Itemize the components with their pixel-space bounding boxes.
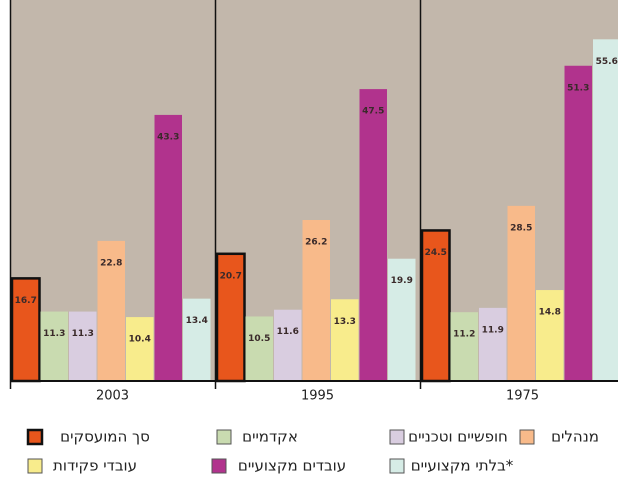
data-label: 11.3 <box>43 329 65 339</box>
bar <box>359 89 387 382</box>
legend-label: בלתי מקצועיים* <box>411 457 514 475</box>
data-label: 24.5 <box>425 248 447 258</box>
bar <box>507 205 535 381</box>
data-label: 28.5 <box>510 223 532 233</box>
x-tick-label: 1975 <box>506 389 539 404</box>
legend-swatch <box>389 429 405 445</box>
legend-label: עובדי פקידות <box>53 457 137 475</box>
bar <box>388 258 416 381</box>
data-label: 26.2 <box>305 237 327 247</box>
legend-label: מנהלים <box>551 428 599 446</box>
bar <box>593 39 618 381</box>
bar <box>420 229 451 383</box>
bar <box>302 219 330 381</box>
bar <box>10 277 41 383</box>
legend-label: חופשיים וטכניים <box>408 428 508 446</box>
data-label: 51.3 <box>567 83 589 93</box>
bar <box>564 65 592 381</box>
bar <box>479 307 507 381</box>
data-label: 13.4 <box>186 316 208 326</box>
data-label: 11.2 <box>453 330 475 340</box>
bar <box>331 299 359 381</box>
legend-swatch <box>26 428 44 446</box>
data-label: 16.7 <box>15 296 37 306</box>
legend-swatch <box>27 458 43 474</box>
bar <box>274 309 302 381</box>
bar <box>40 311 68 381</box>
x-tick-label: 1995 <box>301 389 334 404</box>
bar <box>536 290 564 381</box>
data-label: 14.8 <box>539 308 561 318</box>
bar <box>450 312 478 381</box>
bar <box>245 316 273 381</box>
bar <box>154 114 182 381</box>
legend-swatch <box>211 458 227 474</box>
data-label: 13.3 <box>334 317 356 327</box>
data-label: 10.4 <box>129 335 151 345</box>
x-tick-label: 2003 <box>96 389 129 404</box>
bar <box>183 298 211 381</box>
legend-label: עובדים מקצועיים <box>238 457 346 475</box>
legend-swatch <box>519 429 535 445</box>
legend-label: אקדמיים <box>242 428 298 446</box>
bar <box>97 240 125 381</box>
data-label: 10.5 <box>248 334 270 344</box>
data-label: 11.6 <box>277 327 299 337</box>
legend-swatch <box>216 429 232 445</box>
legend-label: סך המועסקים <box>60 428 150 446</box>
legend-swatch <box>389 458 405 474</box>
data-label: 47.5 <box>362 107 384 117</box>
data-label: 22.8 <box>100 258 122 268</box>
bar <box>69 311 97 381</box>
data-label: 20.7 <box>220 271 242 281</box>
data-label: 55.6 <box>596 57 618 67</box>
data-label: 19.9 <box>391 276 413 286</box>
data-label: 11.9 <box>482 325 504 335</box>
data-label: 43.3 <box>157 132 179 142</box>
data-label: 11.3 <box>72 329 94 339</box>
bar <box>126 317 154 381</box>
